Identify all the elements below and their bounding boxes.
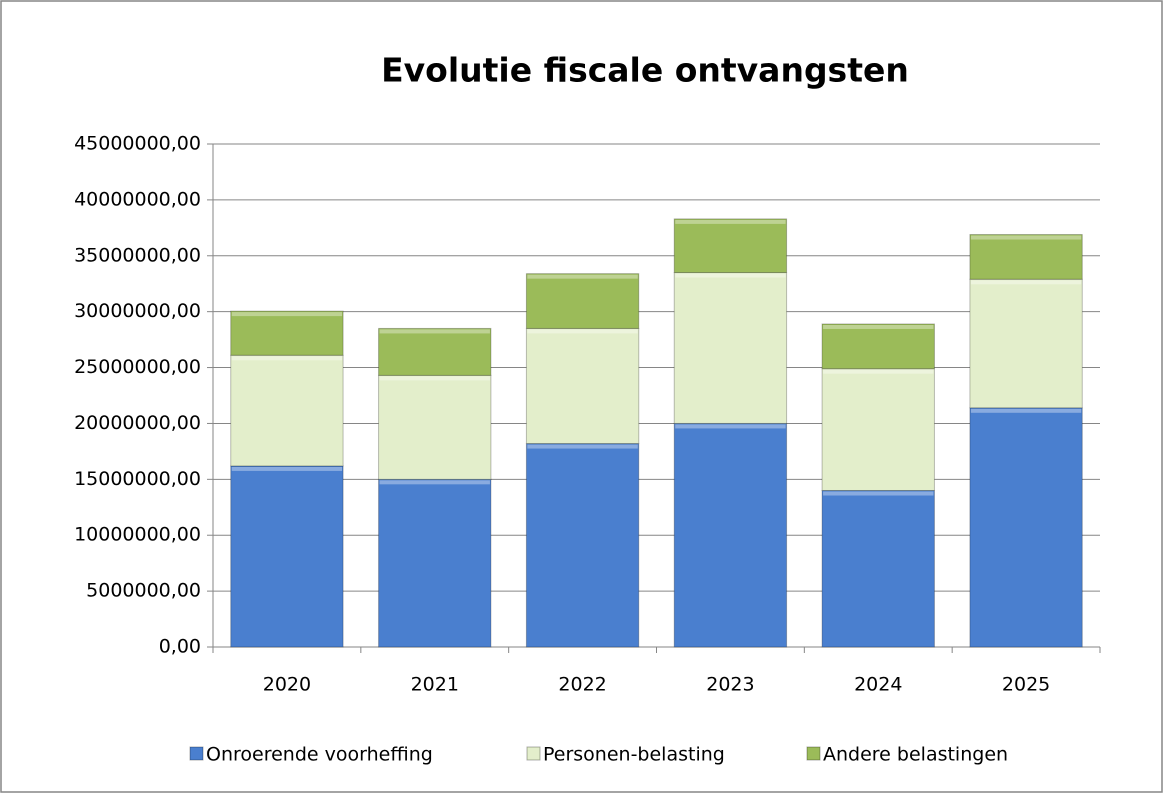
bar-bevel: [527, 274, 638, 279]
bar-segment: [230, 310, 344, 356]
bar-segment: [378, 374, 492, 480]
x-tick-label: 2020: [263, 674, 311, 696]
bar-bevel: [970, 408, 1082, 413]
y-tick-label: 45000000,00: [74, 133, 201, 155]
y-tick-label: 0,00: [159, 636, 201, 658]
bar-bevel: [527, 444, 638, 449]
legend-label: Personen-belasting: [543, 744, 725, 766]
bar-bevel: [823, 369, 934, 374]
x-tick-label: 2022: [558, 674, 606, 696]
bar-segment: [821, 368, 935, 492]
y-tick-label: 5000000,00: [86, 580, 201, 602]
chart-title: Evolutie fiscale ontvangsten: [381, 51, 909, 90]
legend-swatch: [806, 746, 821, 761]
y-tick-label: 25000000,00: [74, 356, 201, 378]
bar-segment: [378, 327, 492, 376]
bar-segment: [378, 478, 492, 648]
legend-swatch: [189, 746, 204, 761]
bar-bevel: [970, 280, 1082, 285]
bar-segment: [230, 354, 344, 467]
bar-segment: [821, 323, 935, 370]
bar-segment: [525, 327, 640, 445]
bar-bevel: [231, 356, 343, 361]
x-tick-label: 2025: [1002, 674, 1050, 696]
legend-swatch: [526, 746, 541, 761]
bar-bevel: [970, 235, 1082, 240]
bar-segment: [673, 218, 788, 274]
legend-label: Andere belastingen: [823, 744, 1008, 766]
bar-segment: [969, 407, 1083, 648]
bar-bevel: [231, 312, 343, 317]
y-tick-label: 40000000,00: [74, 188, 201, 210]
bar-segment: [230, 465, 344, 648]
bar-segment: [969, 278, 1083, 409]
bar-segment: [525, 443, 640, 648]
bar-bevel: [379, 376, 490, 381]
bar-bevel: [527, 329, 638, 334]
bar-segment: [673, 422, 788, 648]
y-tick-label: 35000000,00: [74, 244, 201, 266]
x-tick-label: 2023: [706, 674, 754, 696]
bar-bevel: [675, 273, 786, 278]
bar-bevel: [823, 324, 934, 329]
bar-segment: [673, 272, 788, 424]
y-tick-label: 10000000,00: [74, 524, 201, 546]
y-tick-label: 15000000,00: [74, 468, 201, 490]
bar-bevel: [231, 466, 343, 471]
y-tick-label: 30000000,00: [74, 300, 201, 322]
bar-bevel: [675, 219, 786, 224]
y-tick-label: 20000000,00: [74, 412, 201, 434]
x-tick-label: 2024: [854, 674, 902, 696]
bar-segment: [821, 490, 935, 648]
x-tick-label: 2021: [411, 674, 459, 696]
bar-bevel: [823, 491, 934, 496]
bar-bevel: [675, 424, 786, 429]
bar-segment: [969, 234, 1083, 280]
bar-segment: [525, 273, 640, 329]
bar-bevel: [379, 329, 490, 334]
legend-label: Onroerende voorheffing: [206, 744, 433, 766]
bar-bevel: [379, 480, 490, 485]
